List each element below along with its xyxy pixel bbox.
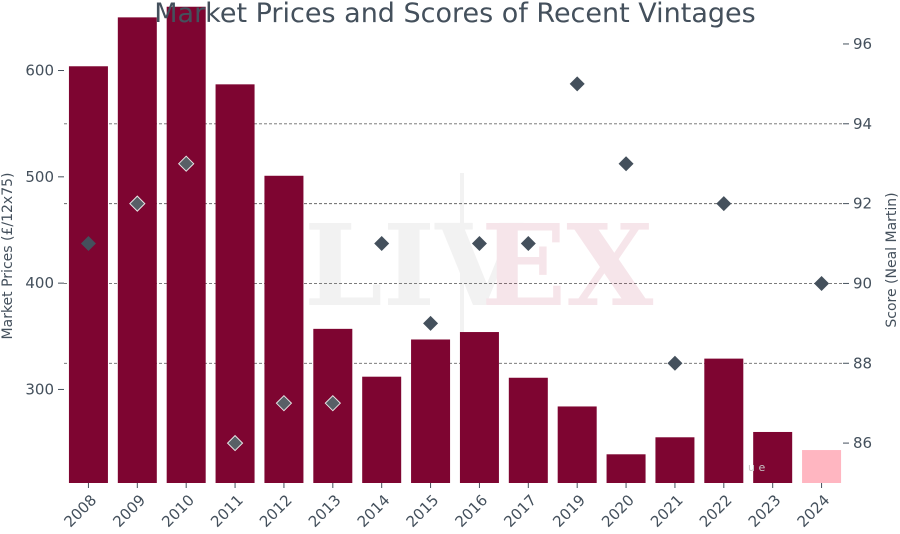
bar-2017 bbox=[508, 377, 548, 483]
bar-2008 bbox=[68, 66, 108, 483]
score-point-2022 bbox=[716, 196, 732, 212]
right-tick-label: 88 bbox=[853, 354, 872, 372]
score-point-2020 bbox=[618, 156, 634, 172]
bar-series bbox=[68, 6, 842, 484]
score-point-2009 bbox=[129, 195, 146, 212]
score-point-2012 bbox=[275, 394, 293, 412]
left-tick-label: 400 bbox=[25, 274, 54, 292]
bar-2009 bbox=[117, 17, 157, 483]
bar-2023 bbox=[753, 431, 793, 483]
bar-2021 bbox=[655, 437, 695, 483]
x-tick-label: 2023 bbox=[745, 491, 785, 531]
bar-2020 bbox=[606, 454, 646, 483]
watermark-text-ex: EX bbox=[481, 201, 653, 332]
chart-title: Market Prices and Scores of Recent Vinta… bbox=[154, 0, 756, 29]
left-tick-label: 500 bbox=[25, 168, 54, 186]
right-tick-label: 86 bbox=[853, 434, 872, 452]
bar-2019 bbox=[557, 406, 597, 483]
score-point-2011 bbox=[226, 434, 244, 452]
watermark-text-liv: LIV bbox=[304, 201, 524, 332]
x-tick-label: 2015 bbox=[403, 491, 443, 531]
score-point-2024 bbox=[814, 275, 830, 291]
x-tick-label: 2022 bbox=[696, 491, 736, 531]
x-axis-ticks: 2008 2009 2010 2011 2012 2013 2014 2015 2016 2017… bbox=[61, 483, 834, 531]
bar-2015 bbox=[411, 339, 451, 483]
right-tick-label: 94 bbox=[853, 115, 872, 133]
left-axis-label: Market Prices (£/12x75) bbox=[0, 173, 16, 340]
bar-2012 bbox=[264, 175, 304, 484]
x-tick-label: 2020 bbox=[598, 491, 638, 531]
bar-2011 bbox=[215, 84, 255, 484]
right-axis-ticks: 86 88 90 92 94 96 bbox=[843, 35, 872, 452]
x-tick-label: 2010 bbox=[158, 491, 198, 531]
x-tick-label: 2017 bbox=[500, 491, 540, 531]
x-tick-label: 2016 bbox=[452, 491, 492, 531]
bar-2016 bbox=[459, 332, 499, 483]
left-tick-label: 300 bbox=[25, 380, 54, 398]
bar-2022 bbox=[704, 358, 744, 483]
x-tick-label: 2024 bbox=[794, 491, 834, 531]
x-tick-label: 2009 bbox=[109, 491, 149, 531]
x-tick-label: 2012 bbox=[256, 491, 296, 531]
score-point-2014 bbox=[374, 236, 390, 252]
x-tick-label: 2011 bbox=[207, 491, 247, 531]
score-points bbox=[80, 76, 830, 452]
left-axis-ticks: 300 400 500 600 bbox=[25, 62, 64, 398]
score-point-2017 bbox=[520, 236, 536, 252]
right-tick-label: 90 bbox=[853, 274, 872, 292]
x-tick-label: 2014 bbox=[354, 491, 394, 531]
score-point-2010 bbox=[177, 155, 195, 172]
x-tick-label: 2019 bbox=[549, 491, 589, 531]
faint-annotation: u e bbox=[748, 461, 765, 474]
score-point-2019 bbox=[569, 76, 585, 92]
bar-2014 bbox=[362, 376, 402, 483]
bar-2010 bbox=[166, 6, 206, 484]
score-point-2013 bbox=[324, 394, 342, 412]
score-point-2021 bbox=[667, 355, 683, 371]
x-tick-label: 2008 bbox=[61, 491, 101, 531]
right-axis-label: Score (Neal Martin) bbox=[884, 192, 900, 327]
x-tick-label: 2021 bbox=[647, 491, 687, 531]
score-point-2015 bbox=[423, 315, 439, 331]
right-tick-label: 96 bbox=[853, 35, 872, 53]
left-tick-label: 600 bbox=[25, 62, 54, 80]
score-point-2016 bbox=[471, 236, 487, 252]
score-point-2008 bbox=[80, 236, 96, 252]
right-tick-label: 92 bbox=[853, 195, 872, 213]
x-tick-label: 2013 bbox=[305, 491, 345, 531]
livex-watermark: LIV EX bbox=[304, 173, 653, 334]
bar-2024 bbox=[802, 450, 842, 483]
